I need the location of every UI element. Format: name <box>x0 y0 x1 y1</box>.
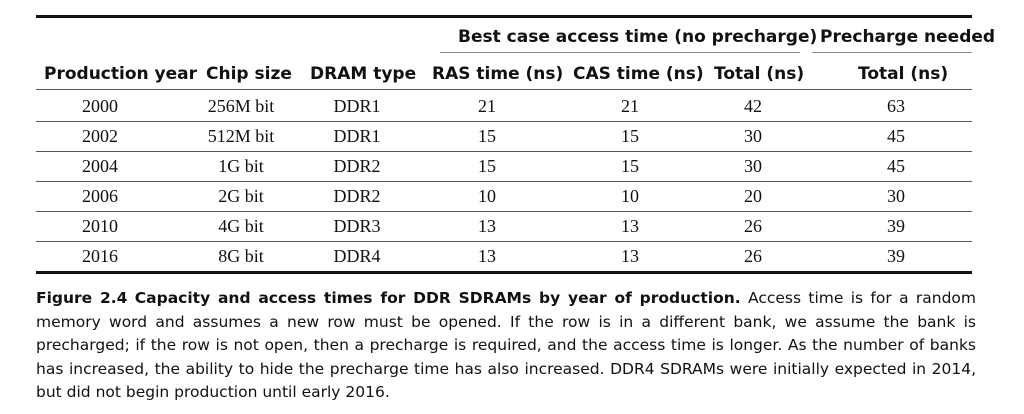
table-cell: 13 <box>621 216 639 236</box>
group-header-precharge: Precharge needed <box>820 27 996 47</box>
table-cell: DDR2 <box>333 156 381 176</box>
column-header: Production year <box>44 64 197 84</box>
table-row: 2000 256M bit DDR1 21 21 42 63 <box>36 92 972 122</box>
table-cell: DDR3 <box>333 216 381 236</box>
table-top-rule <box>36 15 972 18</box>
table-row: 2016 8G bit DDR4 13 13 26 39 <box>36 242 972 272</box>
group-underline-precharge <box>812 52 972 53</box>
table-cell: 15 <box>478 126 496 146</box>
table-cell: 30 <box>887 186 905 206</box>
table-cell: 2000 <box>82 96 118 116</box>
table-cell: 21 <box>621 96 639 116</box>
table-row: 2006 2G bit DDR2 10 10 20 30 <box>36 182 972 212</box>
table-cell: 45 <box>887 126 905 146</box>
table-cell: 8G bit <box>218 246 264 266</box>
row-separator <box>36 181 972 182</box>
figure-caption: Figure 2.4 Capacity and access times for… <box>36 287 976 405</box>
table-cell: 2010 <box>82 216 118 236</box>
table-cell: 26 <box>744 246 762 266</box>
table-cell: 26 <box>744 216 762 236</box>
table-cell: DDR4 <box>333 246 381 266</box>
table-cell: 15 <box>621 156 639 176</box>
table-cell: 2016 <box>82 246 118 266</box>
row-separator <box>36 211 972 212</box>
table-cell: 39 <box>887 246 905 266</box>
column-header: Total (ns) <box>714 64 805 84</box>
column-header: Chip size <box>206 64 292 84</box>
table-cell: 45 <box>887 156 905 176</box>
table-cell: 20 <box>744 186 762 206</box>
table-cell: 2G bit <box>218 186 264 206</box>
table-cell: DDR1 <box>333 126 381 146</box>
row-separator <box>36 151 972 152</box>
table-cell: 13 <box>621 246 639 266</box>
column-header: RAS time (ns) <box>432 64 564 84</box>
table-cell: 15 <box>478 156 496 176</box>
table-cell: 63 <box>887 96 905 116</box>
table-cell: 512M bit <box>207 126 275 146</box>
table-cell: 30 <box>744 156 762 176</box>
table-cell: 13 <box>478 216 496 236</box>
caption-title: Capacity and access times for DDR SDRAMs… <box>134 289 741 307</box>
column-header: CAS time (ns) <box>573 64 704 84</box>
table-cell: 42 <box>744 96 762 116</box>
header-bottom-rule <box>36 89 972 90</box>
table-cell: DDR1 <box>333 96 381 116</box>
table-cell: 21 <box>478 96 496 116</box>
table-cell: 13 <box>478 246 496 266</box>
column-header: DRAM type <box>310 64 417 84</box>
table-cell: 30 <box>744 126 762 146</box>
table-cell: 39 <box>887 216 905 236</box>
table-cell: 10 <box>478 186 496 206</box>
row-separator <box>36 121 972 122</box>
table-cell: 15 <box>621 126 639 146</box>
table-row: 2002 512M bit DDR1 15 15 30 45 <box>36 122 972 152</box>
table-cell: DDR2 <box>333 186 381 206</box>
group-underline-best-case <box>440 52 800 53</box>
table-row: 2004 1G bit DDR2 15 15 30 45 <box>36 152 972 182</box>
group-header-best-case: Best case access time (no precharge) <box>458 27 818 47</box>
row-separator <box>36 241 972 242</box>
table-cell: 10 <box>621 186 639 206</box>
table-cell: 2004 <box>82 156 118 176</box>
table-bottom-rule <box>36 271 972 274</box>
table-cell: 1G bit <box>218 156 264 176</box>
table-cell: 2006 <box>82 186 118 206</box>
caption-label: Figure 2.4 <box>36 289 128 307</box>
column-header: Total (ns) <box>858 64 949 84</box>
table-cell: 4G bit <box>218 216 264 236</box>
table-row: 2010 4G bit DDR3 13 13 26 39 <box>36 212 972 242</box>
table-cell: 256M bit <box>207 96 275 116</box>
caption-text: Access time is for a random memory word … <box>36 289 976 401</box>
table-cell: 2002 <box>82 126 118 146</box>
